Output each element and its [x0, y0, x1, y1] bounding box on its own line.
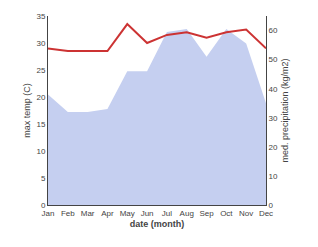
svg-text:15: 15	[36, 120, 45, 129]
svg-text:30: 30	[269, 114, 278, 123]
svg-text:Jan: Jan	[42, 209, 55, 218]
svg-text:med. precipitation (kg/m2): med. precipitation (kg/m2)	[280, 58, 290, 162]
svg-text:Nov: Nov	[239, 209, 253, 218]
svg-text:Sep: Sep	[199, 209, 214, 218]
svg-text:max temp (C): max temp (C)	[22, 83, 32, 138]
svg-text:0: 0	[269, 201, 274, 210]
svg-text:50: 50	[269, 55, 278, 64]
svg-text:20: 20	[36, 93, 45, 102]
svg-text:Jun: Jun	[141, 209, 154, 218]
svg-text:date (month): date (month)	[130, 219, 185, 229]
svg-text:Apr: Apr	[101, 209, 114, 218]
svg-text:10: 10	[36, 147, 45, 156]
svg-text:Feb: Feb	[61, 209, 75, 218]
svg-text:20: 20	[269, 143, 278, 152]
svg-text:Aug: Aug	[180, 209, 194, 218]
svg-text:Jul: Jul	[162, 209, 172, 218]
svg-text:May: May	[120, 209, 135, 218]
svg-text:Mar: Mar	[81, 209, 95, 218]
svg-text:40: 40	[269, 84, 278, 93]
svg-text:Oct: Oct	[220, 209, 233, 218]
svg-text:Dec: Dec	[259, 209, 273, 218]
svg-text:5: 5	[41, 174, 46, 183]
svg-text:0: 0	[41, 201, 46, 210]
svg-text:60: 60	[269, 26, 278, 35]
svg-text:10: 10	[269, 172, 278, 181]
svg-text:25: 25	[36, 66, 45, 75]
svg-text:35: 35	[36, 12, 45, 21]
svg-text:30: 30	[36, 39, 45, 48]
